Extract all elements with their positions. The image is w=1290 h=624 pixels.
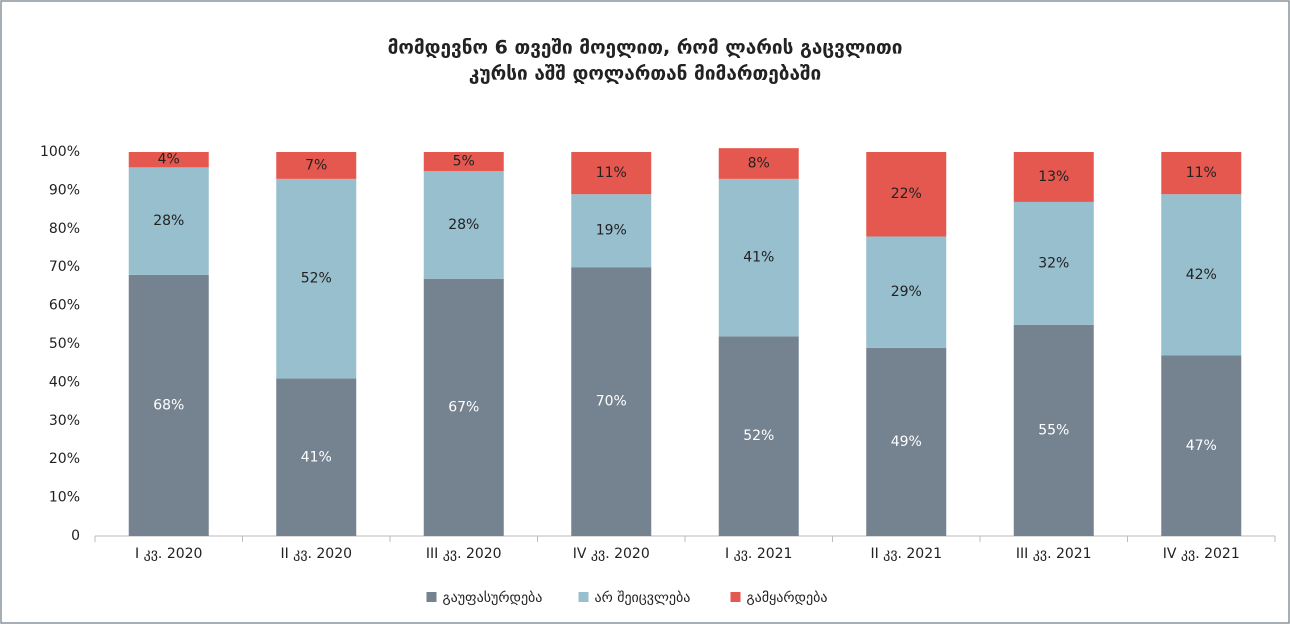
bar-segment bbox=[571, 194, 652, 268]
legend-swatch bbox=[730, 592, 741, 602]
bar-segment bbox=[276, 152, 357, 179]
bar-segment bbox=[128, 274, 209, 536]
y-tick-label: 40% bbox=[49, 374, 80, 390]
data-label: 28% bbox=[153, 213, 184, 229]
data-label: 22% bbox=[891, 186, 922, 202]
data-label: 11% bbox=[596, 165, 627, 181]
legend-label: გაუფასურდება bbox=[443, 589, 543, 606]
data-label: 28% bbox=[448, 217, 479, 233]
bar-segment bbox=[1013, 201, 1094, 325]
x-tick-label: II კვ. 2020 bbox=[280, 546, 352, 562]
data-label: 52% bbox=[301, 271, 332, 287]
data-label: 8% bbox=[748, 156, 770, 172]
bar-segment bbox=[571, 152, 652, 195]
y-tick-label: 50% bbox=[49, 336, 80, 352]
legend-swatch bbox=[426, 592, 437, 602]
x-tick-label: II კვ. 2021 bbox=[870, 546, 942, 562]
y-tick-label: 100% bbox=[40, 144, 80, 160]
data-label: 41% bbox=[743, 250, 774, 266]
data-label: 11% bbox=[1186, 165, 1217, 181]
y-tick-label: 80% bbox=[49, 221, 80, 237]
data-label: 49% bbox=[891, 434, 922, 450]
bar-segment bbox=[1161, 152, 1242, 195]
bar-segment bbox=[423, 171, 504, 279]
bar-segment bbox=[423, 278, 504, 536]
y-tick-label: 20% bbox=[49, 451, 80, 467]
data-label: 5% bbox=[453, 154, 475, 170]
bar-segment bbox=[1161, 355, 1242, 536]
bar-segment bbox=[866, 236, 947, 348]
x-tick-label: I კვ. 2021 bbox=[725, 546, 792, 562]
data-label: 7% bbox=[305, 157, 327, 173]
bar-segment bbox=[866, 347, 947, 536]
data-label: 42% bbox=[1186, 267, 1217, 283]
bar-segment bbox=[1013, 324, 1094, 536]
data-label: 55% bbox=[1038, 422, 1069, 438]
bar-segment bbox=[866, 152, 947, 237]
bar-segment bbox=[423, 152, 504, 172]
legend-label: გამყარდება bbox=[747, 589, 828, 606]
y-tick-label: 30% bbox=[49, 413, 80, 429]
data-label: 32% bbox=[1038, 255, 1069, 271]
y-tick-label: 70% bbox=[49, 259, 80, 275]
bar-segment bbox=[1161, 194, 1242, 356]
data-label: 41% bbox=[301, 449, 332, 465]
bar-segment bbox=[276, 378, 357, 536]
chart-title: მომდევნო 6 თვეში მოელით, რომ ლარის გაცვლ… bbox=[388, 37, 903, 59]
data-label: 47% bbox=[1186, 438, 1217, 454]
bar-segment bbox=[1013, 152, 1094, 202]
legend-label: არ შეიცვლება bbox=[595, 589, 691, 606]
bar-segment bbox=[718, 178, 799, 337]
x-tick-label: III კვ. 2020 bbox=[426, 546, 502, 562]
data-label: 52% bbox=[743, 428, 774, 444]
chart-title: კურსი აშშ დოლართან მიმართებაში bbox=[469, 63, 821, 85]
y-tick-label: 60% bbox=[49, 298, 80, 314]
bar-segment bbox=[128, 167, 209, 275]
bar-segment bbox=[718, 148, 799, 179]
bar-segment bbox=[276, 178, 357, 379]
y-tick-label: 0 bbox=[71, 528, 80, 544]
legend-swatch bbox=[578, 592, 589, 602]
x-tick-label: I კვ. 2020 bbox=[135, 546, 202, 562]
data-label: 70% bbox=[596, 394, 627, 410]
data-label: 68% bbox=[153, 397, 184, 413]
data-label: 4% bbox=[158, 152, 180, 168]
y-tick-label: 10% bbox=[49, 490, 80, 506]
bar-segment bbox=[128, 152, 209, 168]
data-label: 19% bbox=[596, 223, 627, 239]
data-label: 67% bbox=[448, 399, 479, 415]
x-tick-label: IV კვ. 2021 bbox=[1163, 546, 1240, 562]
x-tick-label: III კვ. 2021 bbox=[1016, 546, 1092, 562]
data-label: 29% bbox=[891, 284, 922, 300]
data-label: 13% bbox=[1038, 169, 1069, 185]
y-tick-label: 90% bbox=[49, 182, 80, 198]
bar-segment bbox=[571, 267, 652, 536]
bar-segment bbox=[718, 336, 799, 536]
x-tick-label: IV კვ. 2020 bbox=[573, 546, 650, 562]
